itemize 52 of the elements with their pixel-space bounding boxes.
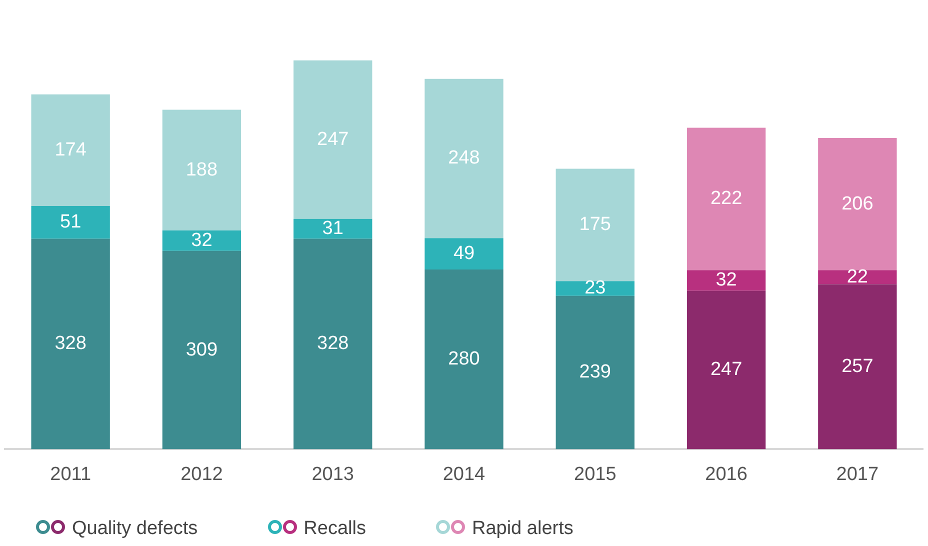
- bar: [686, 270, 766, 291]
- data-label: 280: [448, 348, 480, 370]
- data-label: 31: [322, 218, 344, 240]
- bar: [162, 110, 242, 230]
- data-label: 248: [448, 148, 480, 169]
- data-label: 247: [317, 128, 349, 150]
- bar: [556, 168, 634, 282]
- bar: [686, 290, 766, 450]
- data-label: 247: [710, 359, 742, 380]
- data-label: 49: [453, 243, 475, 264]
- data-label: 175: [579, 214, 611, 236]
- data-label: 51: [60, 212, 82, 233]
- data-label: 188: [186, 159, 218, 180]
- legend-label: Quality defects: [72, 518, 198, 540]
- data-label: 239: [579, 362, 611, 383]
- bar: [556, 296, 634, 450]
- x-tick-label: 2015: [574, 464, 616, 485]
- bar: [424, 78, 504, 238]
- data-label: 328: [317, 333, 349, 354]
- bar: [162, 230, 242, 251]
- bar: [31, 94, 110, 206]
- x-tick-label: 2011: [50, 464, 91, 485]
- legend-label: Rapid alerts: [472, 518, 574, 540]
- data-label: 257: [842, 356, 874, 377]
- data-label: 32: [716, 270, 737, 291]
- data-label: 328: [54, 333, 86, 354]
- data-label: 174: [54, 139, 87, 160]
- bar: [31, 238, 110, 450]
- bar: [31, 206, 110, 239]
- data-label: 309: [186, 339, 218, 360]
- data-label: 206: [842, 193, 874, 214]
- bar: [162, 250, 242, 450]
- data-label: 222: [710, 188, 742, 210]
- bar: [818, 284, 897, 450]
- x-tick-label: 2013: [312, 464, 354, 485]
- data-label: 32: [191, 230, 212, 251]
- bar: [294, 218, 372, 239]
- x-tick-label: 2014: [442, 464, 486, 485]
- data-label: 22: [846, 266, 868, 288]
- bar: [818, 138, 897, 270]
- x-tick-label: 2016: [705, 464, 748, 485]
- legend-label: Recalls: [304, 518, 366, 540]
- bar: [424, 270, 504, 450]
- bar: [686, 128, 766, 270]
- bar: [556, 281, 634, 296]
- bar: [294, 238, 372, 450]
- bar: [818, 270, 897, 284]
- x-tick-label: 2012: [180, 464, 223, 485]
- x-tick-label: 2017: [836, 464, 879, 485]
- data-label: 23: [584, 278, 606, 299]
- bar: [424, 238, 504, 270]
- bar: [294, 60, 372, 219]
